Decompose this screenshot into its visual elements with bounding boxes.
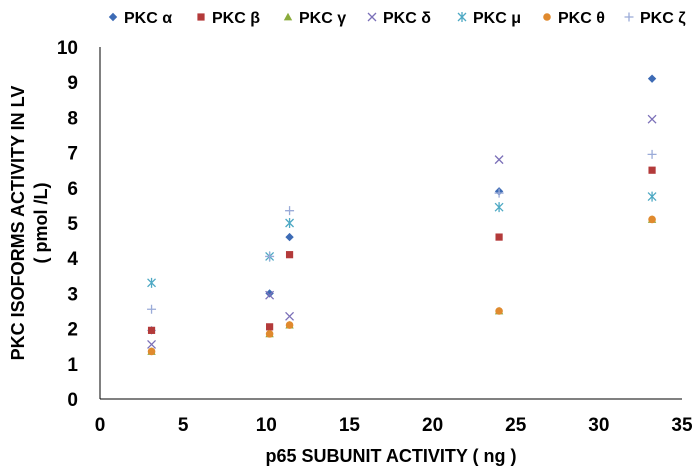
data-point (495, 233, 503, 241)
legend-marker (367, 12, 377, 22)
legend: PKC α PKC β PKC γ PKC δ PKC μ PKC θ PKC ζ (108, 10, 686, 27)
data-point (647, 149, 657, 159)
data-point (265, 290, 275, 300)
data-point (648, 215, 656, 224)
y-tick-label: 7 (67, 144, 78, 165)
y-tick-label: 3 (67, 284, 78, 305)
data-point (147, 339, 157, 349)
data-point (285, 321, 294, 329)
y-tick-label: 6 (67, 179, 78, 200)
data-point (647, 74, 657, 83)
legend-label: PKC μ (473, 10, 521, 27)
series-points (147, 215, 656, 356)
y-axis-label-line2: ( pmol /L) (31, 183, 51, 264)
legend-marker (457, 12, 467, 22)
data-point (285, 232, 294, 242)
legend-marker (624, 12, 634, 22)
series-points (147, 215, 657, 355)
x-tick-labels: 0 5 10 15 20 25 30 35 (95, 415, 693, 436)
legend-marker (283, 12, 293, 21)
x-axis-label: p65 SUBUNIT ACTIVITY ( ng ) (265, 446, 516, 466)
data-point (494, 202, 504, 213)
series-points (147, 191, 657, 288)
data-point (266, 323, 274, 331)
x-tick-label: 25 (505, 415, 527, 436)
legend-item: PKC α (108, 10, 172, 27)
x-tick-label: 15 (339, 415, 361, 436)
data-point (265, 251, 275, 261)
data-point (647, 114, 657, 124)
data-point (494, 155, 504, 165)
legend-label: PKC θ (558, 10, 605, 27)
data-points (147, 74, 657, 356)
y-tick-label: 10 (57, 38, 78, 59)
x-tick-label: 10 (256, 415, 277, 436)
legend-item: PKC γ (283, 10, 346, 27)
y-tick-label: 5 (67, 214, 78, 235)
data-point (285, 206, 295, 216)
data-point (285, 311, 295, 321)
data-point (647, 191, 657, 202)
series-points (147, 74, 657, 335)
y-tick-label: 1 (67, 355, 78, 376)
series-points (147, 149, 657, 314)
y-tick-label: 8 (67, 108, 78, 129)
data-point (147, 277, 157, 288)
legend-item: PKC δ (367, 10, 431, 27)
legend-item: PKC ζ (624, 10, 686, 27)
data-point (147, 347, 156, 356)
legend-marker (108, 12, 118, 22)
x-tick-label: 0 (95, 415, 106, 436)
legend-marker (543, 13, 551, 21)
legend-label: PKC α (124, 10, 172, 27)
x-tick-label: 20 (422, 415, 443, 436)
legend-item: PKC β (197, 10, 260, 27)
data-point (285, 251, 294, 259)
legend-label: PKC δ (383, 10, 431, 27)
legend-marker (197, 13, 205, 21)
series-points (147, 114, 657, 349)
y-tick-label: 9 (67, 73, 78, 94)
y-tick-label: 0 (67, 390, 78, 411)
data-point (265, 330, 274, 338)
data-point (494, 188, 504, 198)
x-tick-label: 5 (178, 415, 189, 436)
x-tick-label: 30 (588, 415, 609, 436)
plot-area: 0 5 10 15 20 25 30 35 0 1 2 3 4 5 6 7 8 9 10 (57, 38, 693, 436)
data-point (147, 326, 156, 334)
data-point (265, 289, 274, 298)
data-point (648, 166, 656, 174)
legend-label: PKC ζ (640, 10, 686, 27)
data-point (495, 307, 503, 315)
data-point (147, 304, 157, 314)
x-tick-label: 35 (671, 415, 693, 436)
y-axis-label-line1: PKC ISOFORMS ACTIVITY IN LV (8, 86, 28, 361)
legend-item: PKC θ (543, 10, 605, 27)
legend-label: PKC β (212, 10, 260, 27)
y-tick-label: 4 (67, 249, 78, 270)
y-tick-label: 2 (67, 320, 78, 341)
y-tick-labels: 0 1 2 3 4 5 6 7 8 9 10 (57, 38, 79, 411)
series-points (147, 166, 656, 334)
legend-item: PKC μ (457, 10, 521, 27)
legend-label: PKC γ (299, 10, 346, 27)
data-point (285, 218, 295, 228)
